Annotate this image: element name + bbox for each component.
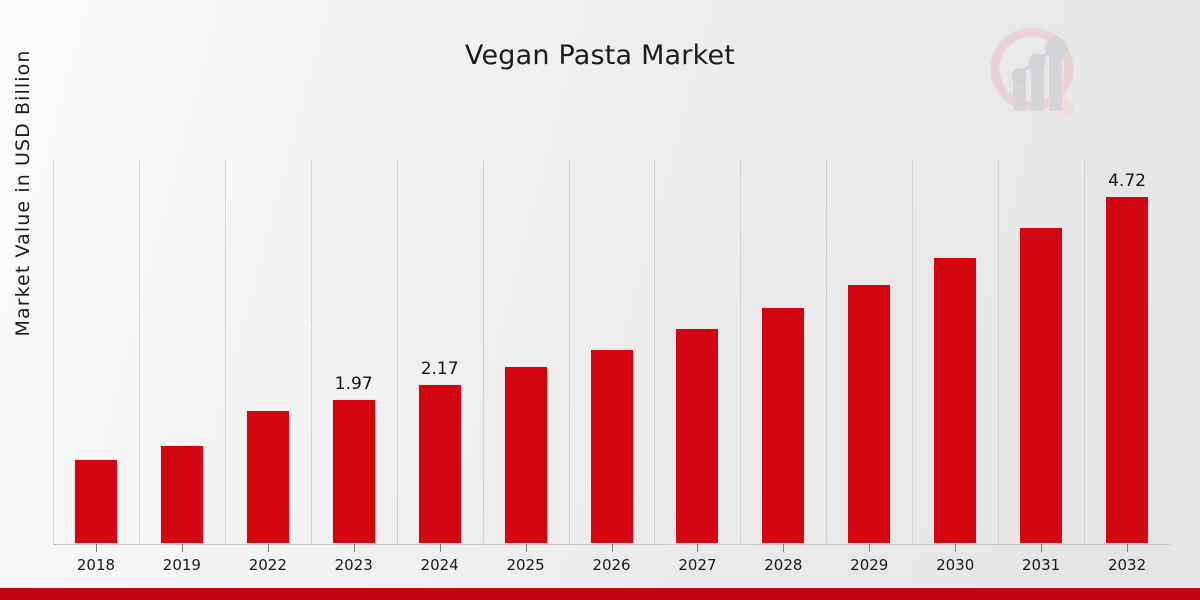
x-tick-label-2023: 2023	[334, 556, 373, 574]
gridline	[224, 160, 226, 545]
gridline	[396, 160, 398, 545]
bar-2028[interactable]	[761, 307, 806, 544]
bar-2024[interactable]	[417, 384, 462, 544]
x-tick-mark	[955, 544, 957, 552]
bar-2023[interactable]	[331, 398, 376, 544]
bar-2030[interactable]	[933, 256, 978, 544]
gridline	[654, 160, 656, 545]
logo-svg	[990, 27, 1075, 116]
bar-2027[interactable]	[675, 328, 720, 544]
bar-2022[interactable]	[245, 409, 290, 544]
x-tick-mark	[525, 544, 527, 552]
x-tick-mark	[181, 544, 183, 552]
gridline	[826, 160, 828, 545]
x-tick-label-2022: 2022	[248, 556, 287, 574]
gridline	[53, 160, 54, 545]
x-tick-mark	[1127, 544, 1129, 552]
x-tick-label-2018: 2018	[76, 556, 116, 574]
x-tick-label-2031: 2031	[1022, 556, 1061, 574]
gridline	[138, 160, 140, 545]
bar-2029[interactable]	[847, 283, 892, 544]
x-tick-label-2019: 2019	[162, 556, 201, 574]
y-axis-title: Market Value in USD Billion	[12, 49, 34, 337]
x-tick-mark	[439, 544, 441, 552]
x-tick-mark	[697, 544, 699, 552]
market-research-magnifier-logo	[985, 22, 1090, 127]
gridline	[1084, 160, 1086, 545]
bar-2031[interactable]	[1019, 227, 1064, 544]
gridline	[310, 160, 312, 545]
x-tick-label-2027: 2027	[678, 556, 717, 574]
bar-2026[interactable]	[589, 349, 634, 544]
x-tick-label-2028: 2028	[764, 556, 803, 574]
x-tick-label-2032: 2032	[1107, 556, 1147, 574]
x-tick-mark	[869, 544, 871, 552]
bar-value-label-2032: 4.72	[1108, 171, 1146, 192]
page-title: Vegan Pasta Market	[464, 40, 736, 71]
x-tick-mark	[611, 544, 613, 552]
x-tick-label-2025: 2025	[506, 556, 545, 574]
bar-2018[interactable]	[73, 459, 118, 544]
x-tick-label-2026: 2026	[592, 556, 631, 574]
gridline	[482, 160, 484, 545]
x-tick-label-2029: 2029	[850, 556, 889, 574]
gridline	[740, 160, 742, 545]
bar-value-label-2023: 1.97	[334, 373, 373, 394]
plot-area	[53, 160, 1170, 545]
bar-2025[interactable]	[503, 366, 548, 544]
gridline	[912, 160, 914, 545]
x-tick-label-2024: 2024	[420, 556, 459, 574]
footer-strip	[0, 588, 1200, 600]
x-tick-label-2030: 2030	[936, 556, 975, 574]
x-tick-mark	[1041, 544, 1043, 552]
bar-2019[interactable]	[159, 445, 204, 544]
x-tick-mark	[267, 544, 269, 552]
x-tick-mark	[783, 544, 785, 552]
x-tick-mark	[95, 544, 97, 552]
gridline	[568, 160, 570, 545]
x-tick-mark	[353, 544, 355, 552]
bar-value-label-2024: 2.17	[420, 359, 459, 380]
gridline	[998, 160, 1000, 545]
bar-2032[interactable]	[1105, 196, 1150, 544]
